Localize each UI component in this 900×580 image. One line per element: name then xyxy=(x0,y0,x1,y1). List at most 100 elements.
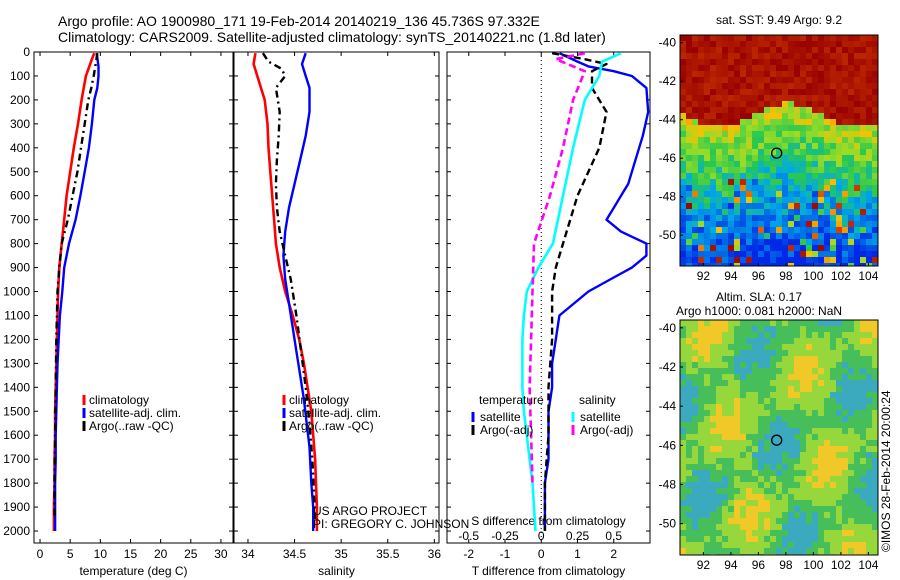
map-cell xyxy=(800,35,806,41)
map-cell xyxy=(848,203,854,209)
map-cell xyxy=(746,185,752,191)
map-cell xyxy=(716,203,722,209)
map-cell xyxy=(860,155,866,161)
map-cell xyxy=(866,239,872,245)
map-cell xyxy=(686,524,692,530)
map-cell xyxy=(872,374,878,380)
map-cell xyxy=(866,470,872,476)
map-cell xyxy=(776,494,782,500)
map-cell xyxy=(782,434,788,440)
map-cell xyxy=(812,209,818,215)
map-cell xyxy=(722,500,728,506)
map-cell xyxy=(704,398,710,404)
y-tick-label: 700 xyxy=(10,213,30,227)
map-cell xyxy=(710,65,716,71)
map-cell xyxy=(818,434,824,440)
map-cell xyxy=(722,59,728,65)
map-cell xyxy=(770,227,776,233)
map-cell xyxy=(758,494,764,500)
map-cell xyxy=(686,161,692,167)
map-cell xyxy=(764,440,770,446)
map-cell xyxy=(824,500,830,506)
map-cell xyxy=(746,320,752,326)
map-cell xyxy=(752,488,758,494)
map-cell xyxy=(734,530,740,536)
map-cell xyxy=(836,416,842,422)
map-cell xyxy=(800,332,806,338)
map-cell xyxy=(740,113,746,119)
map-cell xyxy=(872,137,878,143)
map-cell xyxy=(848,83,854,89)
map-cell xyxy=(692,137,698,143)
map-cell xyxy=(824,386,830,392)
map-cell xyxy=(800,227,806,233)
map-cell xyxy=(818,185,824,191)
map-cell xyxy=(806,332,812,338)
map-cell xyxy=(806,107,812,113)
map-cell xyxy=(752,239,758,245)
map-cell xyxy=(740,203,746,209)
map-cell xyxy=(716,524,722,530)
map-cell xyxy=(770,137,776,143)
map-cell xyxy=(764,119,770,125)
map-cell xyxy=(836,71,842,77)
map-cell xyxy=(818,482,824,488)
map-cell xyxy=(860,380,866,386)
map-cell xyxy=(692,113,698,119)
map-cell xyxy=(806,203,812,209)
map-cell xyxy=(812,233,818,239)
map-cell xyxy=(764,476,770,482)
map-cell xyxy=(680,197,686,203)
map-cell xyxy=(782,143,788,149)
map-cell xyxy=(722,380,728,386)
map-cell xyxy=(680,458,686,464)
map-cell xyxy=(728,149,734,155)
map-cell xyxy=(842,512,848,518)
map-cell xyxy=(752,221,758,227)
map-cell xyxy=(794,464,800,470)
map-cell xyxy=(842,71,848,77)
map-cell xyxy=(734,422,740,428)
map-cell xyxy=(836,428,842,434)
map-cell xyxy=(740,476,746,482)
map-cell xyxy=(722,482,728,488)
map-cell xyxy=(770,326,776,332)
map-cell xyxy=(722,149,728,155)
map-cell xyxy=(854,332,860,338)
map-cell xyxy=(842,209,848,215)
map-cell xyxy=(704,452,710,458)
map-cell xyxy=(686,362,692,368)
map-cell xyxy=(842,380,848,386)
map-cell xyxy=(800,530,806,536)
map-cell xyxy=(806,221,812,227)
map-cell xyxy=(848,482,854,488)
map-cell xyxy=(680,83,686,89)
map-cell xyxy=(860,65,866,71)
map-cell xyxy=(830,209,836,215)
map-cell xyxy=(860,35,866,41)
map-cell xyxy=(830,410,836,416)
map-cell xyxy=(758,356,764,362)
map-cell xyxy=(794,113,800,119)
map-cell xyxy=(692,458,698,464)
map-cell xyxy=(716,392,722,398)
map-cell xyxy=(812,95,818,101)
map-cell xyxy=(698,59,704,65)
map-cell xyxy=(698,119,704,125)
map-cell xyxy=(746,167,752,173)
map-cell xyxy=(824,89,830,95)
map-cell xyxy=(788,125,794,131)
map-cell xyxy=(788,215,794,221)
map-cell xyxy=(818,101,824,107)
s-tick-label: -0.5 xyxy=(458,529,479,543)
map-cell xyxy=(782,506,788,512)
map-cell xyxy=(728,548,734,554)
map-cell xyxy=(842,344,848,350)
map-cell xyxy=(728,59,734,65)
map-cell xyxy=(704,197,710,203)
map-cell xyxy=(794,203,800,209)
map-cell xyxy=(770,458,776,464)
map-cell xyxy=(728,77,734,83)
map-cell xyxy=(830,440,836,446)
map-cell xyxy=(758,41,764,47)
